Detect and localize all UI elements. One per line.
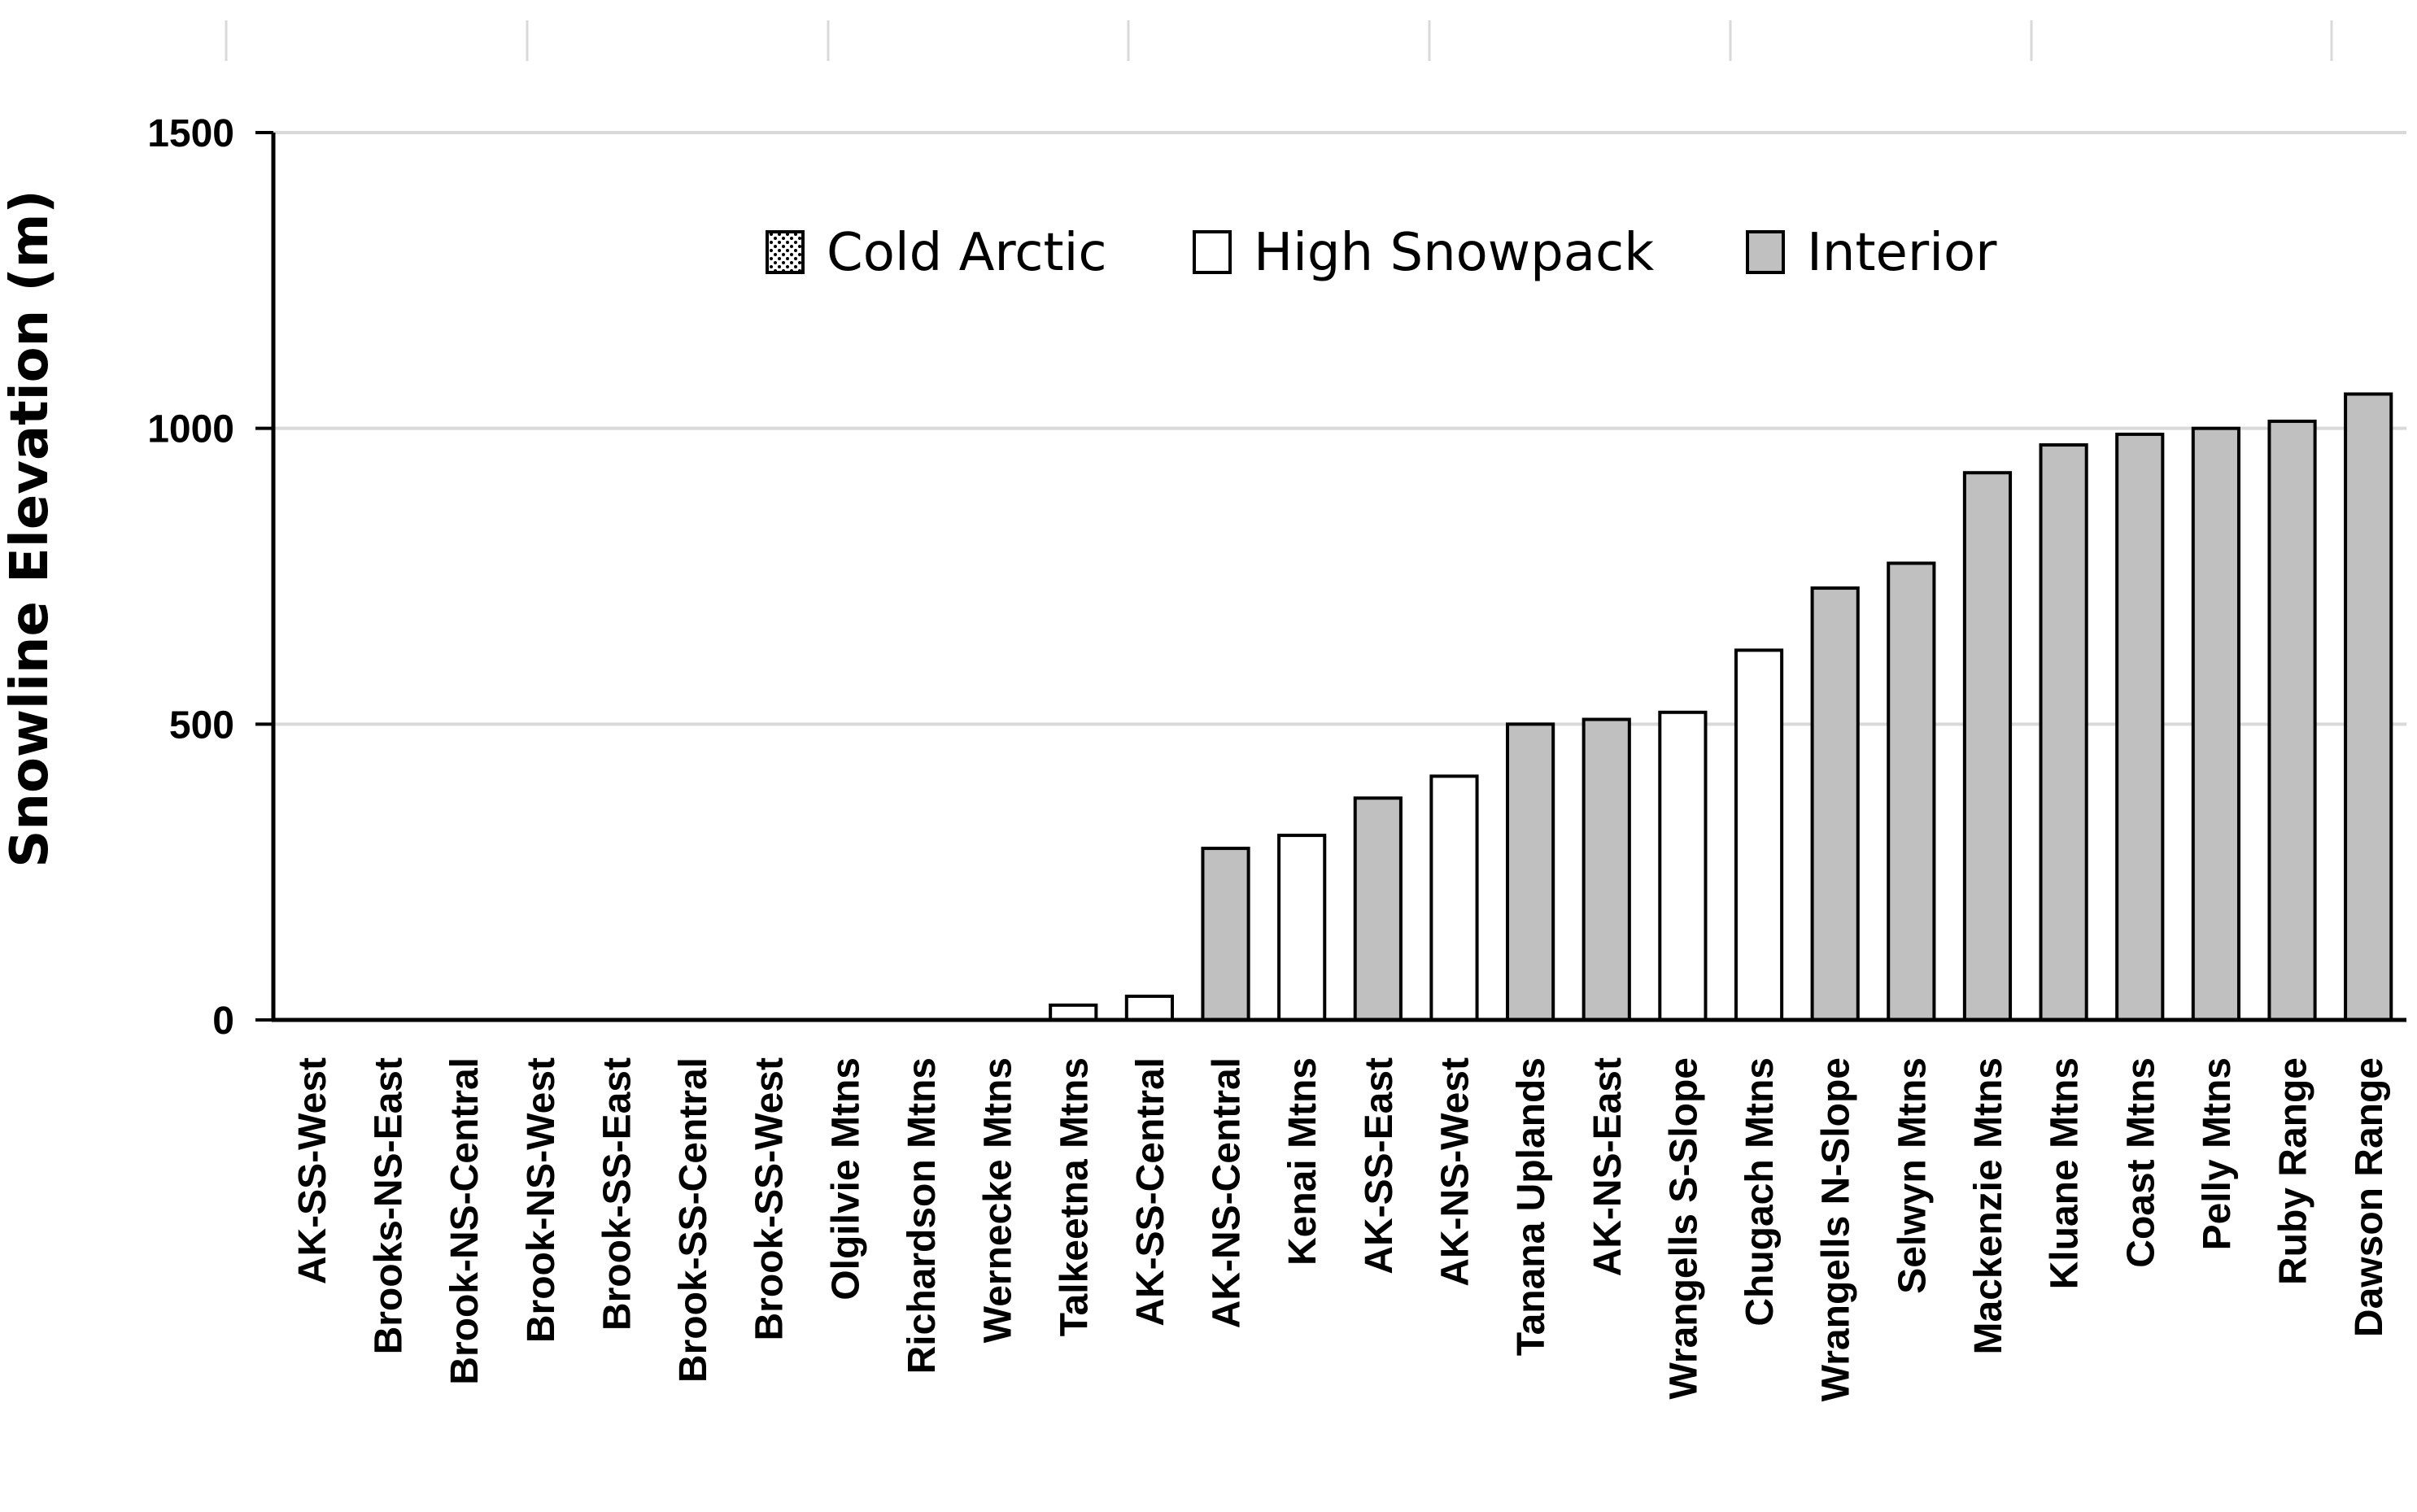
x-tick-labels: AK-SS-West Brooks-NS-East Brook-NS-Central… [291,1057,2391,1401]
bars [1049,392,2393,1022]
x-tick-label: Richardson Mtns [901,1057,944,1374]
x-tick-label: Wrangells S-Slope [1662,1057,1705,1400]
bar [2344,392,2393,1022]
legend-swatch [766,230,805,274]
x-tick-label: Pelly Mtns [2196,1057,2239,1250]
bar [1201,847,1250,1022]
x-tick-label: Brook-NS-Central [443,1057,486,1385]
bar [1124,994,1174,1022]
x-tick-label: Wrangells N-Slope [1815,1057,1858,1401]
x-tick-label: Ruby Range [2272,1057,2315,1285]
x-tick-label: Brook-SS-Central [672,1057,715,1383]
bar [1810,586,1860,1022]
y-tick-labels: 0 500 1000 1500 [147,112,273,1043]
legend: Cold Arctic High Snowpack Interior [766,223,1997,283]
legend-label: High Snowpack [1254,223,1654,283]
y-tick-label: 500 [169,704,234,747]
y-tick-label: 0 [212,1000,234,1043]
x-tick-label: AK-NS-West [1433,1057,1477,1287]
bar [2267,419,2317,1022]
legend-label: Cold Arctic [827,223,1107,283]
bar [1887,561,1936,1022]
axes [271,133,2406,1022]
y-tick-label: 1000 [147,408,234,451]
bar [1506,722,1555,1022]
bar [1049,1003,1098,1022]
x-tick-label: Dawson Range [2348,1057,2391,1337]
bar [1429,774,1479,1022]
y-tick-label: 1500 [147,112,234,155]
bar [1962,471,2013,1022]
x-tick-label: AK-SS-Central [1129,1057,1172,1327]
bar [1658,710,1708,1022]
x-tick-label: AK-NS-East [1586,1057,1630,1276]
x-tick-label: Brooks-NS-East [367,1057,410,1354]
x-tick-label: Brook-SS-East [596,1057,639,1331]
x-tick-label: Kenai Mtns [1281,1057,1324,1266]
x-tick-label: Talkeetna Mtns [1053,1057,1096,1336]
bar [1277,834,1327,1022]
bar [2191,426,2240,1022]
bar [1353,796,1403,1022]
y-axis-title: Snowline Elevation (m) [0,190,60,867]
bar [2115,432,2165,1022]
x-tick-label: Mackenzie Mtns [1967,1057,2010,1354]
x-tick-label: Coast Mtns [2119,1057,2162,1268]
x-tick-label: Selwyn Mtns [1891,1057,1934,1294]
bar [1734,648,1784,1022]
legend-label: Interior [1807,223,1997,283]
bar [2039,443,2088,1022]
legend-swatch [1746,230,1785,274]
x-tick-label: Wernecke Mtns [977,1057,1020,1343]
x-tick-label: Brook-SS-West [748,1057,792,1341]
x-tick-label: Chugach Mtns [1739,1057,1782,1327]
x-tick-label: Olgilvie Mtns [824,1057,867,1301]
bar [1582,717,1631,1022]
top-border-ticks [225,20,2333,61]
x-tick-label: AK-SS-West [291,1057,334,1284]
x-tick-label: Kluane Mtns [2044,1057,2087,1289]
legend-swatch [1193,230,1232,274]
x-tick-label: Brook-NS-West [520,1057,563,1343]
x-tick-label: AK-SS-East [1358,1057,1401,1275]
x-tick-label: AK-NS-Central [1206,1057,1249,1328]
x-tick-label: Tanana Uplands [1510,1057,1553,1356]
